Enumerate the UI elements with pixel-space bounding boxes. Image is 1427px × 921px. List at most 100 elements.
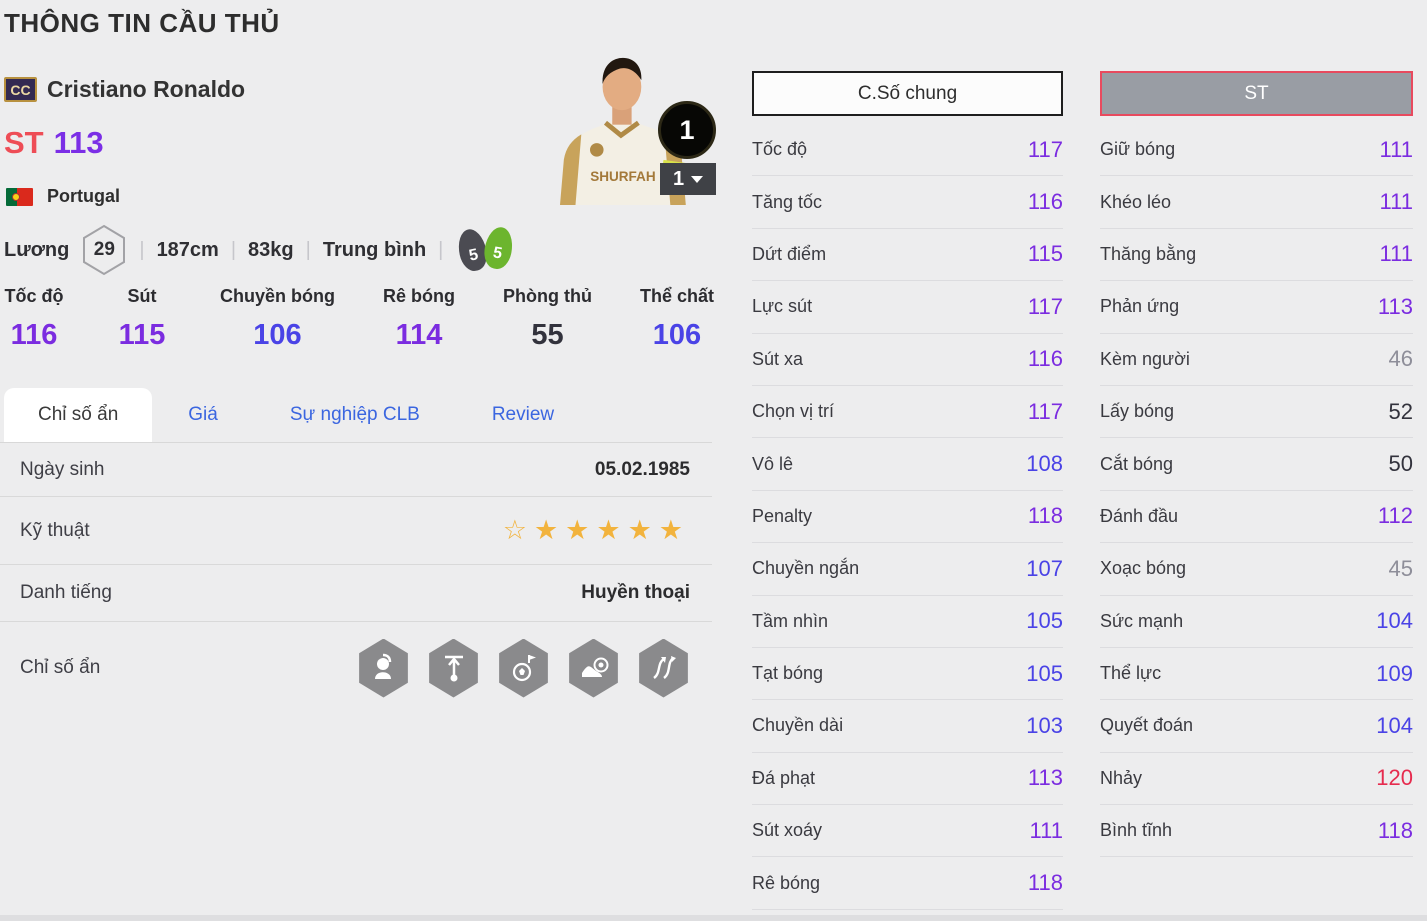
stat-value: 103: [1026, 712, 1063, 738]
stat-value: 111: [1379, 136, 1413, 162]
summary-stat-value: 114: [395, 319, 443, 351]
nationality-label: Portugal: [47, 186, 121, 206]
nationality-row: Portugal: [6, 186, 120, 207]
tab-hidden-stats[interactable]: Chỉ số ẩn: [4, 388, 153, 442]
stat-label: Khéo léo: [1100, 191, 1172, 212]
stat-value: 52: [1388, 398, 1413, 424]
reputation-label: Danh tiếng: [20, 582, 112, 603]
hidden-info-table: Ngày sinh 05.02.1985 Kỹ thuật ☆★★★★★ Dan…: [0, 443, 712, 714]
reputation-row: Danh tiếng Huyền thoại: [0, 565, 712, 622]
level-dropdown[interactable]: 1: [660, 163, 716, 195]
stat-row: Lực sút 117: [752, 281, 1063, 334]
separator: |: [139, 238, 145, 261]
stat-value: 111: [1029, 817, 1063, 843]
stat-value: 104: [1376, 712, 1413, 738]
summary-stat-label: Chuyền bóng: [220, 286, 335, 306]
birth-date-row: Ngày sinh 05.02.1985: [0, 443, 712, 497]
stat-value: 107: [1026, 555, 1063, 581]
stat-row: Vô lê 108: [752, 438, 1063, 491]
stat-value: 116: [1027, 189, 1063, 215]
svg-text:SHURFAH: SHURFAH: [590, 169, 655, 184]
foot-rating: 5 5: [455, 224, 521, 274]
stat-row: Đánh đầu 112: [1100, 491, 1413, 544]
stat-row: Bình tĩnh 118: [1100, 805, 1413, 858]
stat-row: Xoạc bóng 45: [1100, 543, 1413, 596]
player-class-badge: CC: [4, 77, 37, 102]
stat-label: Đá phạt: [752, 767, 816, 788]
separator: |: [230, 238, 237, 261]
stat-label: Quyết đoán: [1100, 715, 1194, 736]
stat-label: Chuyền dài: [752, 715, 844, 736]
hidden-trait-icons: [357, 638, 690, 698]
general-stats-button[interactable]: C.Số chung: [752, 71, 1063, 116]
stat-value: 46: [1388, 346, 1413, 372]
summary-stat: Phòng thủ 55: [503, 286, 592, 352]
stat-value: 113: [1027, 765, 1063, 791]
tab-club-career[interactable]: Sự nghiệp CLB: [289, 404, 420, 425]
stat-label: Rê bóng: [752, 872, 821, 893]
position-stats-column: ST Giữ bóng 111 Khéo léo 111 Thăng bằng 111…: [1100, 71, 1413, 858]
stat-label: Cắt bóng: [1100, 453, 1174, 474]
stat-value: 117: [1027, 293, 1063, 319]
stat-label: Xoạc bóng: [1100, 558, 1187, 579]
tab-review[interactable]: Review: [491, 404, 555, 425]
stat-label: Tốc độ: [752, 139, 808, 160]
birth-date-value: 05.02.1985: [594, 458, 690, 480]
stat-label: Sút xa: [752, 348, 804, 369]
stat-label: Tạt bóng: [752, 663, 824, 684]
stat-row: Đá phạt 113: [752, 753, 1063, 806]
stat-row: Quyết đoán 104: [1100, 700, 1413, 753]
tab-price[interactable]: Giá: [188, 404, 218, 425]
stat-label: Tầm nhìn: [752, 610, 829, 631]
summary-stat-value: 116: [10, 319, 58, 351]
stat-row: Sút xoáy 111: [752, 805, 1063, 858]
summary-stat-label: Phòng thủ: [503, 286, 592, 306]
stat-value: 118: [1027, 503, 1063, 529]
hidden-traits-label: Chỉ số ẩn: [20, 657, 101, 678]
stat-value: 117: [1027, 398, 1063, 424]
stat-row: Kèm người 46: [1100, 334, 1413, 386]
summary-stat-value: 106: [652, 319, 702, 351]
position-stats-button[interactable]: ST: [1100, 71, 1413, 116]
stat-label: Chuyền ngắn: [752, 558, 860, 579]
stat-value: 111: [1379, 189, 1413, 215]
player-name: Cristiano Ronaldo: [47, 76, 246, 102]
separator: |: [305, 238, 311, 261]
stat-row: Chuyền dài 103: [752, 700, 1063, 753]
stat-value: 111: [1379, 241, 1413, 267]
strong-foot-icon: 5: [481, 224, 516, 272]
stat-label: Bình tĩnh: [1100, 820, 1173, 841]
stat-value: 108: [1026, 451, 1063, 477]
stat-label: Penalty: [752, 505, 813, 526]
stat-value: 116: [1027, 346, 1063, 372]
summary-stat-label: Sút: [127, 286, 157, 306]
position-rating: ST 113: [4, 125, 104, 161]
stat-value: 45: [1388, 555, 1413, 581]
stat-value: 118: [1377, 817, 1413, 843]
weight-value: 83kg: [248, 238, 294, 261]
stat-label: Lấy bóng: [1100, 401, 1175, 422]
separator: |: [438, 238, 444, 261]
summary-stat-label: Tốc độ: [4, 286, 64, 306]
stat-row: Tốc độ 117: [752, 124, 1063, 177]
stat-row: Khéo léo 111: [1100, 176, 1413, 229]
stat-label: Vô lê: [752, 453, 794, 474]
stat-label: Phản ứng: [1100, 296, 1180, 317]
stat-row: Penalty 118: [752, 491, 1063, 544]
bottom-divider: [0, 915, 1427, 921]
reputation-value: Huyền thoại: [581, 582, 690, 603]
summary-stat: Rê bóng 114: [383, 286, 455, 352]
tab-bar: Chỉ số ẩn Giá Sự nghiệp CLB Review: [0, 388, 712, 443]
stat-row: Nhảy 120: [1100, 753, 1413, 806]
stat-row: Tầm nhìn 105: [752, 596, 1063, 648]
salary-hexagon: 29: [81, 224, 127, 276]
flair-head-icon: [359, 638, 408, 698]
stat-value: 113: [1377, 293, 1413, 319]
level-dropdown-value: 1: [672, 167, 685, 190]
stat-value: 117: [1027, 136, 1063, 162]
stat-label: Tăng tốc: [752, 191, 823, 212]
stat-value: 105: [1026, 660, 1063, 686]
player-name-row: CC Cristiano Ronaldo: [4, 76, 245, 103]
stat-value: 118: [1027, 870, 1063, 896]
stat-label: Thể lực: [1100, 663, 1162, 684]
